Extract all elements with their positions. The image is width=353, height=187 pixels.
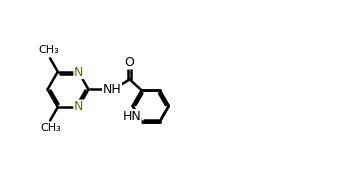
Text: O: O (125, 56, 134, 69)
Text: N: N (74, 66, 83, 79)
Text: CH₃: CH₃ (41, 123, 61, 134)
Text: CH₃: CH₃ (39, 45, 59, 55)
Text: N: N (74, 100, 83, 113)
Text: NH: NH (103, 83, 121, 96)
Text: HN: HN (122, 110, 141, 123)
